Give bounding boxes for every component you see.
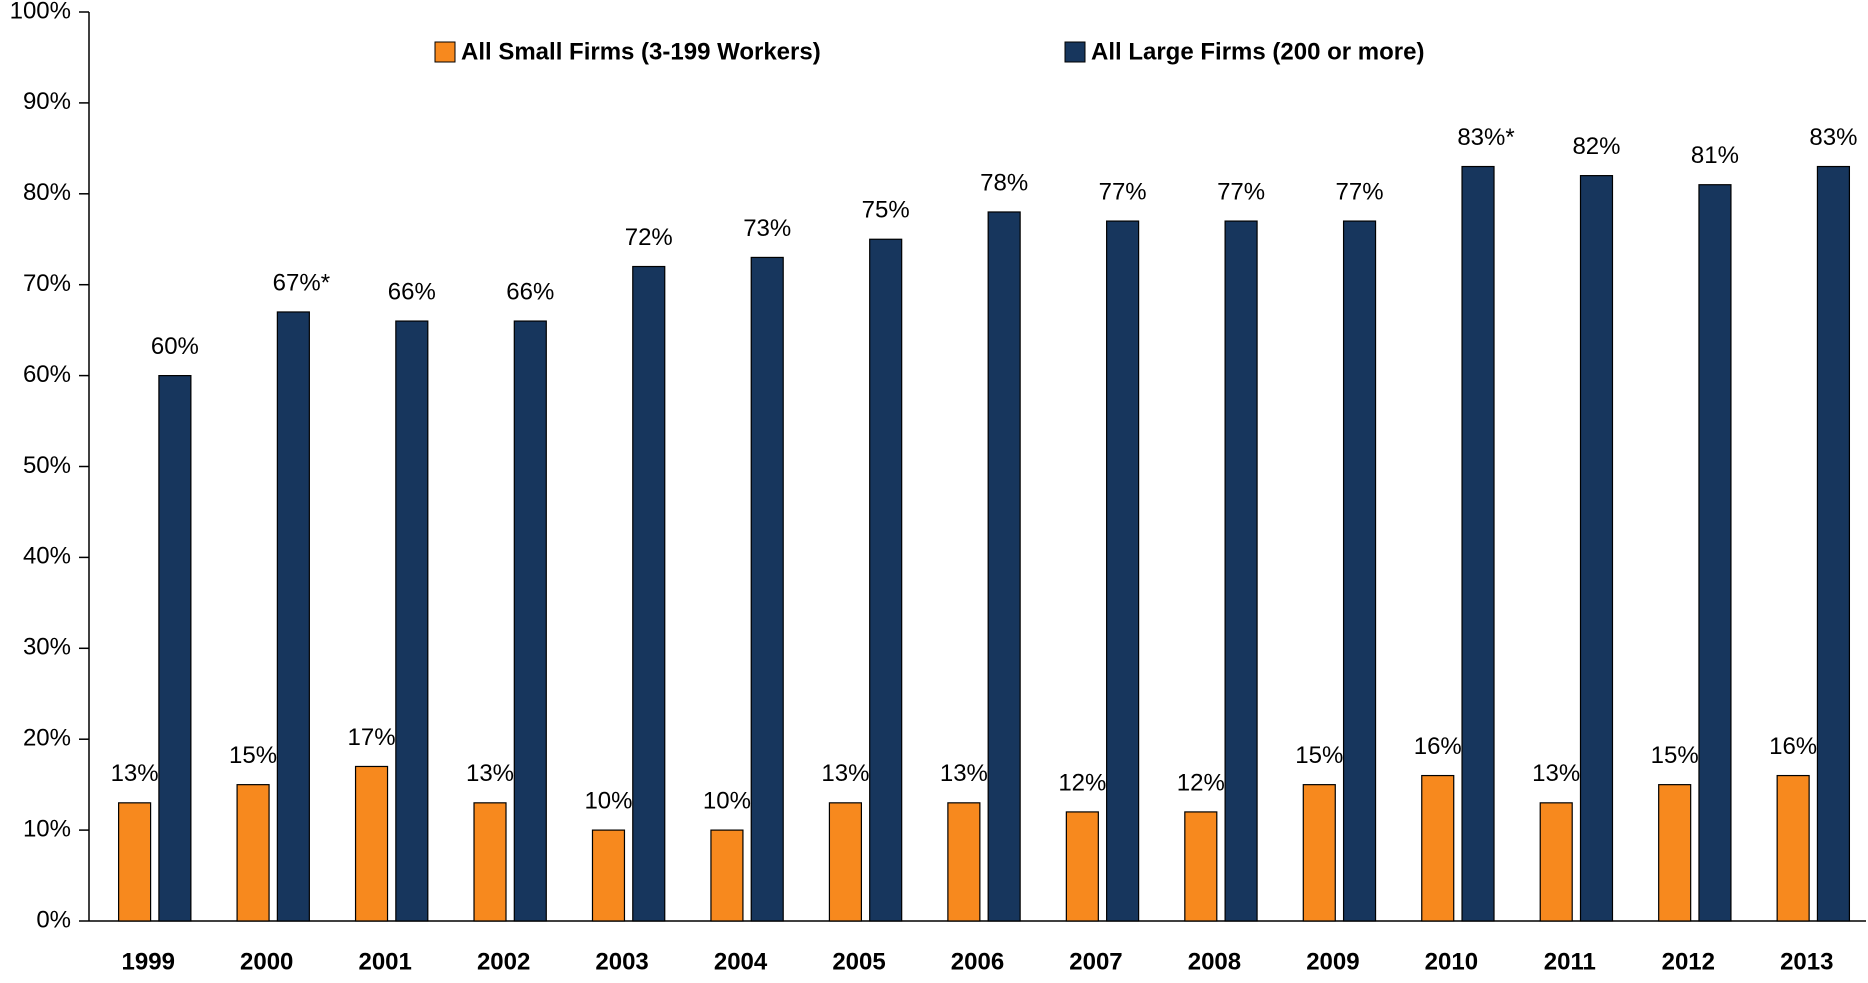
bar <box>354 765 389 922</box>
x-tick-label: 2000 <box>240 948 293 975</box>
value-label: 66% <box>388 278 436 305</box>
legend-swatch <box>434 41 456 63</box>
y-tick-label: 60% <box>23 361 71 388</box>
bar <box>1065 811 1099 922</box>
value-label: 66% <box>506 278 554 305</box>
x-tick-label: 2007 <box>1069 948 1122 975</box>
y-tick-label: 80% <box>23 179 71 206</box>
bar <box>118 802 152 922</box>
value-label: 16% <box>1414 733 1462 760</box>
y-tick-label: 30% <box>23 634 71 661</box>
value-label: 72% <box>625 224 673 251</box>
x-tick-label: 2005 <box>832 948 885 975</box>
bar <box>1698 184 1732 922</box>
y-tick-label: 90% <box>23 88 71 115</box>
value-label: 67%* <box>273 269 330 296</box>
bar <box>591 829 626 922</box>
x-tick-label: 2009 <box>1306 948 1359 975</box>
value-label: 82% <box>1572 133 1620 160</box>
y-tick-label: 20% <box>23 725 71 752</box>
value-label: 13% <box>466 760 514 787</box>
bar <box>632 265 666 922</box>
bar <box>1184 811 1218 922</box>
value-label: 60% <box>151 333 199 360</box>
value-label: 10% <box>584 787 632 814</box>
x-tick-label: 2012 <box>1662 948 1715 975</box>
y-tick-label: 10% <box>23 815 71 842</box>
bar <box>869 238 903 922</box>
bar <box>1421 774 1455 922</box>
bar <box>987 211 1021 922</box>
x-tick-label: 2010 <box>1425 948 1478 975</box>
x-tick-label: 2008 <box>1188 948 1241 975</box>
bar <box>1302 784 1336 922</box>
bar <box>750 256 784 922</box>
y-tick-label: 100% <box>10 0 71 24</box>
bar <box>395 320 429 922</box>
bar <box>158 375 192 922</box>
x-tick-label: 1999 <box>122 948 175 975</box>
bar <box>1658 784 1692 922</box>
bar <box>276 311 310 922</box>
value-label: 12% <box>1177 769 1225 796</box>
value-label: 83%* <box>1457 124 1514 151</box>
value-label: 13% <box>940 760 988 787</box>
value-label: 13% <box>111 760 159 787</box>
bar <box>1106 220 1140 922</box>
bar <box>236 784 270 922</box>
bar <box>1579 175 1614 922</box>
bar <box>828 802 863 922</box>
x-tick-label: 2001 <box>358 948 411 975</box>
value-label: 13% <box>821 760 869 787</box>
value-label: 15% <box>1295 742 1343 769</box>
bar <box>513 320 547 922</box>
value-label: 77% <box>1336 178 1384 205</box>
bar <box>1816 165 1851 922</box>
value-label: 75% <box>862 197 910 224</box>
bar <box>1539 802 1573 922</box>
bar <box>947 802 981 922</box>
value-label: 16% <box>1769 733 1817 760</box>
bar <box>710 829 744 922</box>
bar <box>473 802 507 922</box>
y-tick-label: 0% <box>36 906 71 933</box>
value-label: 17% <box>348 724 396 751</box>
x-tick-label: 2004 <box>714 948 768 975</box>
bar <box>1342 220 1377 922</box>
value-label: 15% <box>1651 742 1699 769</box>
value-label: 15% <box>229 742 277 769</box>
y-tick-label: 70% <box>23 270 71 297</box>
x-tick-label: 2006 <box>951 948 1004 975</box>
bar <box>1461 165 1495 922</box>
x-tick-label: 2013 <box>1780 948 1833 975</box>
bar <box>1776 774 1810 922</box>
value-label: 13% <box>1532 760 1580 787</box>
value-label: 77% <box>1099 178 1147 205</box>
value-label: 83% <box>1809 124 1857 151</box>
x-tick-label: 2002 <box>477 948 530 975</box>
value-label: 78% <box>980 169 1028 196</box>
legend-label: All Small Firms (3-199 Workers) <box>461 38 821 65</box>
y-tick-label: 50% <box>23 452 71 479</box>
y-tick-label: 40% <box>23 543 71 570</box>
value-label: 81% <box>1691 142 1739 169</box>
x-tick-label: 2011 <box>1544 948 1596 975</box>
value-label: 73% <box>743 215 791 242</box>
value-label: 12% <box>1058 769 1106 796</box>
legend-label: All Large Firms (200 or more) <box>1091 38 1424 65</box>
bar <box>1224 220 1258 922</box>
value-label: 10% <box>703 787 751 814</box>
legend-swatch <box>1064 41 1086 63</box>
x-tick-label: 2003 <box>595 948 648 975</box>
value-label: 77% <box>1217 178 1265 205</box>
